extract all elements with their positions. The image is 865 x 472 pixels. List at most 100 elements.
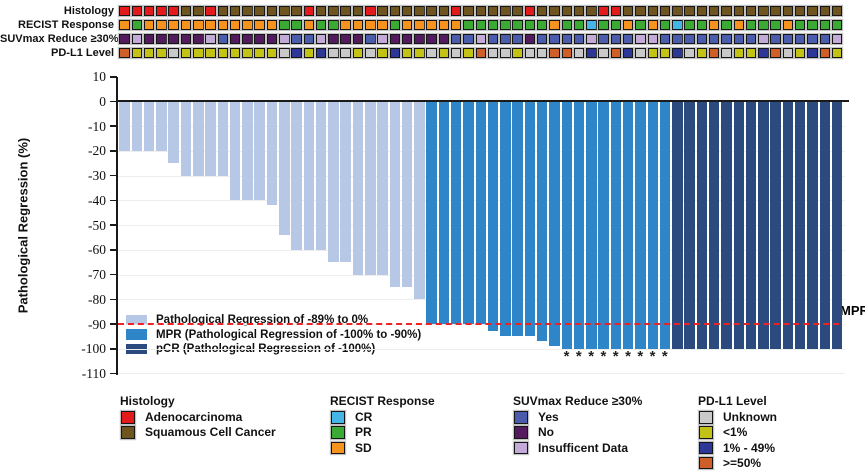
bottom-legend-label: Insufficent Data xyxy=(538,440,629,455)
bottom-legend-swatch xyxy=(699,456,713,470)
y-tick-label: -10 xyxy=(88,118,106,134)
recist-response-cell xyxy=(500,19,511,30)
recist-response-cell xyxy=(610,19,622,30)
recist-response-cell xyxy=(794,19,806,30)
pdl1-level-cell xyxy=(291,47,302,58)
bar-mpr xyxy=(426,101,437,325)
bar-reg xyxy=(229,101,241,201)
recist-response-cell xyxy=(561,19,573,30)
suvmax-reduce-cell xyxy=(512,33,523,44)
bar-mpr xyxy=(463,101,474,325)
recist-response-cell xyxy=(758,19,769,30)
bottom-legend-label: Yes xyxy=(538,410,559,424)
bar-mpr xyxy=(573,101,585,349)
histology-cell xyxy=(438,5,450,16)
significance-asterisk: * xyxy=(563,348,570,365)
suvmax-reduce-cell xyxy=(414,33,425,44)
y-tick-mark xyxy=(109,199,117,202)
significance-asterisk: * xyxy=(575,348,582,365)
bar-mpr xyxy=(536,101,548,342)
bottom-legend-label: CR xyxy=(355,410,373,424)
bar-reg xyxy=(315,101,327,250)
y-tick-label: 0 xyxy=(99,94,106,109)
suvmax-reduce-cell xyxy=(782,33,794,44)
bottom-legend-label: SD xyxy=(355,440,372,455)
pdl1-level-cell xyxy=(217,47,229,58)
recist-response-cell xyxy=(745,19,757,30)
histology-cell xyxy=(242,5,253,16)
bar-reg xyxy=(242,101,253,201)
pdl1-level-cell xyxy=(352,47,364,58)
y-tick-mark xyxy=(109,298,117,301)
bar-reg xyxy=(119,101,130,151)
bar-reg xyxy=(193,101,204,176)
pdl1-level-cell xyxy=(414,47,425,58)
pdl1-level-cell xyxy=(549,47,560,58)
histology-cell xyxy=(733,5,745,16)
suvmax-reduce-cell xyxy=(205,33,216,44)
recist-response-cell xyxy=(487,19,499,30)
bar-mpr xyxy=(450,101,462,325)
y-tick-mark xyxy=(109,224,117,226)
histology-cell xyxy=(500,5,511,16)
histology-cell xyxy=(254,5,265,16)
histology-cell xyxy=(573,5,585,16)
bar-pcr xyxy=(782,101,794,349)
pdl1-level-cell xyxy=(438,47,450,58)
pdl1-level-cell xyxy=(536,47,548,58)
recist-response-cell xyxy=(782,19,794,30)
recist-response-cell xyxy=(131,19,143,30)
histology-cell xyxy=(635,5,646,16)
mpr-reference-line xyxy=(118,323,839,326)
histology-cell xyxy=(450,5,462,16)
bar-pcr xyxy=(770,101,781,349)
suvmax-reduce-cell xyxy=(168,33,179,44)
histology-cell xyxy=(119,5,130,16)
histology-cell xyxy=(672,5,683,16)
histology-cell xyxy=(131,5,143,16)
y-tick-mark xyxy=(109,125,117,128)
pdl1-level-cell xyxy=(193,47,204,58)
recist-response-cell xyxy=(242,19,253,30)
recist-response-cell xyxy=(586,19,597,30)
recist-response-cell xyxy=(352,19,364,30)
histology-cell xyxy=(487,5,499,16)
pdl1-level-cell xyxy=(242,47,253,58)
recist-response-cell xyxy=(659,19,671,30)
histology-cell xyxy=(168,5,179,16)
pdl1-level-cell xyxy=(733,47,745,58)
recist-response-cell xyxy=(365,19,376,30)
recist-response-cell xyxy=(279,19,290,30)
y-tick-mark xyxy=(109,174,117,177)
pdl1-level-cell xyxy=(328,47,339,58)
y-tick-label: -70 xyxy=(88,267,106,283)
suvmax-reduce-cell xyxy=(794,33,806,44)
histology-cell xyxy=(782,5,794,16)
bottom-legend-swatch xyxy=(699,441,713,455)
bar-pcr xyxy=(807,101,818,349)
bar-reg xyxy=(168,101,179,164)
suvmax-reduce-cell xyxy=(438,33,450,44)
recist-response-cell xyxy=(414,19,425,30)
suvmax-reduce-cell xyxy=(500,33,511,44)
histology-cell xyxy=(647,5,659,16)
bottom-legend-swatch xyxy=(514,441,528,455)
y-tick-label: -110 xyxy=(81,365,106,381)
suvmax-reduce-cell xyxy=(831,33,843,44)
y-tick-label: -90 xyxy=(88,316,106,332)
bar-reg xyxy=(156,101,167,151)
suvmax-reduce-cell xyxy=(291,33,302,44)
histology-cell xyxy=(794,5,806,16)
bar-reg xyxy=(389,101,401,287)
bar-reg xyxy=(401,101,413,287)
significance-asterisk: * xyxy=(588,348,595,365)
recist-response-cell xyxy=(426,19,437,30)
histology-cell xyxy=(622,5,634,16)
bottom-legend-label: Squamous Cell Cancer xyxy=(145,425,276,440)
bar-mpr xyxy=(598,101,609,349)
histology-cell xyxy=(696,5,708,16)
bar-reg xyxy=(414,101,425,300)
suvmax-reduce-cell xyxy=(586,33,597,44)
pdl1-level-cell xyxy=(586,47,597,58)
pdl1-level-cell xyxy=(561,47,573,58)
